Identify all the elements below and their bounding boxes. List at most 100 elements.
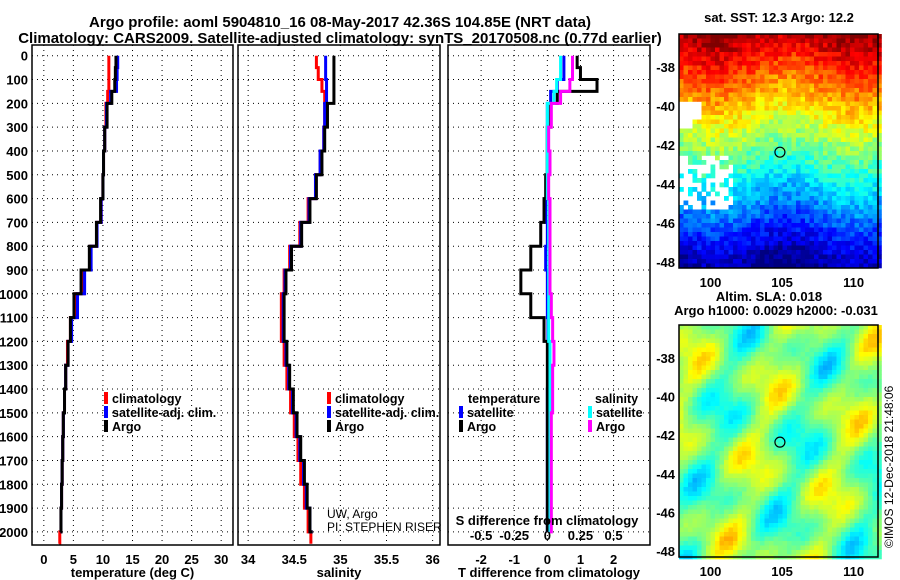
- map-cell: [760, 329, 765, 335]
- map-cell: [764, 460, 770, 465]
- map-cell: [724, 338, 729, 344]
- map-cell: [737, 410, 743, 416]
- s-diff-tick-label: 0.5: [605, 528, 623, 543]
- map-cell: [697, 532, 702, 537]
- map-cell: [778, 365, 783, 371]
- map-cell: [868, 142, 873, 147]
- map-cell: [706, 545, 711, 551]
- map-cell: [877, 523, 882, 528]
- map-cell: [787, 428, 792, 434]
- map-cell: [805, 401, 810, 407]
- map-cell: [863, 514, 869, 519]
- map-cell: [818, 536, 824, 542]
- map-cell: [800, 263, 806, 269]
- map-cell: [778, 406, 783, 411]
- map-cell: [836, 70, 842, 75]
- map-cell: [841, 334, 846, 339]
- map-cell: [836, 370, 842, 375]
- map-cell: [863, 182, 869, 188]
- map-cell: [778, 473, 783, 479]
- map-cell: [850, 52, 855, 57]
- map-cell: [877, 227, 882, 233]
- depth-tick-label: 1400: [0, 382, 28, 397]
- map-cell: [872, 424, 878, 429]
- map-cell: [859, 433, 864, 438]
- map-cell: [872, 446, 878, 452]
- legend-swatch-t-satellite: [459, 406, 463, 418]
- map-cell: [728, 146, 734, 152]
- map-cell: [737, 146, 743, 152]
- map-cell: [719, 392, 725, 398]
- map-cell: [841, 223, 846, 228]
- map-cell: [719, 505, 725, 510]
- map-cell: [728, 155, 734, 161]
- map-cell: [823, 128, 828, 134]
- map-cell: [782, 392, 788, 398]
- map-cell: [868, 250, 873, 255]
- map-cell: [854, 343, 860, 348]
- map-cell: [841, 406, 846, 411]
- map-cell: [746, 245, 752, 251]
- map-cell: [877, 61, 882, 66]
- map-cell: [796, 518, 801, 524]
- map-cell: [836, 178, 842, 183]
- map-cell: [818, 401, 824, 407]
- map-cell: [836, 232, 842, 237]
- map-cell: [845, 160, 851, 165]
- map-cell: [814, 191, 819, 197]
- map-cell: [769, 43, 774, 48]
- depth-tick-label: 1700: [0, 453, 28, 468]
- map-cell: [728, 379, 734, 384]
- map-cell: [733, 196, 738, 201]
- map-cell: [742, 496, 747, 501]
- map-cell: [854, 437, 860, 443]
- map-cell: [760, 334, 765, 339]
- map-cell: [859, 151, 864, 156]
- map-cell: [769, 47, 774, 53]
- map-cell: [751, 119, 756, 125]
- map-cell: [688, 232, 693, 237]
- map-cell: [724, 232, 729, 237]
- map-cell: [764, 151, 770, 156]
- map-cell: [706, 383, 711, 389]
- map-cell: [845, 191, 851, 197]
- map-cell: [827, 334, 833, 339]
- map-cell: [787, 160, 792, 165]
- map-cell: [823, 496, 828, 501]
- map-cell: [868, 536, 873, 542]
- map-cell: [733, 334, 738, 339]
- map-cell: [845, 173, 851, 179]
- map-cell: [800, 61, 806, 66]
- map-cell: [827, 218, 833, 224]
- map-cell: [791, 119, 797, 125]
- map-cell: [724, 505, 729, 510]
- map-cell: [688, 370, 693, 375]
- map-cell: [733, 43, 738, 48]
- map-cell: [791, 478, 797, 483]
- map-cell: [724, 47, 729, 53]
- map-cell: [746, 365, 752, 371]
- map-cell: [872, 34, 878, 39]
- map-cell: [836, 397, 842, 402]
- map-cell: [697, 392, 702, 398]
- map-cell: [719, 56, 725, 62]
- map-cell: [845, 56, 851, 62]
- map-cell: [697, 329, 702, 335]
- map-cell: [863, 43, 869, 48]
- map-cell: [782, 496, 788, 501]
- map-cell: [737, 347, 743, 353]
- map-cell: [701, 325, 707, 330]
- map-cell: [841, 536, 846, 542]
- map-cell: [778, 115, 783, 120]
- map-cell: [868, 254, 873, 260]
- map-cell: [832, 338, 837, 344]
- map-cell: [787, 223, 792, 228]
- map-cell: [764, 361, 770, 366]
- map-cell: [773, 410, 779, 416]
- map-cell: [854, 124, 860, 129]
- map-cell: [791, 343, 797, 348]
- map-cell: [724, 469, 729, 474]
- map-cell: [683, 343, 689, 348]
- map-cell: [706, 343, 711, 348]
